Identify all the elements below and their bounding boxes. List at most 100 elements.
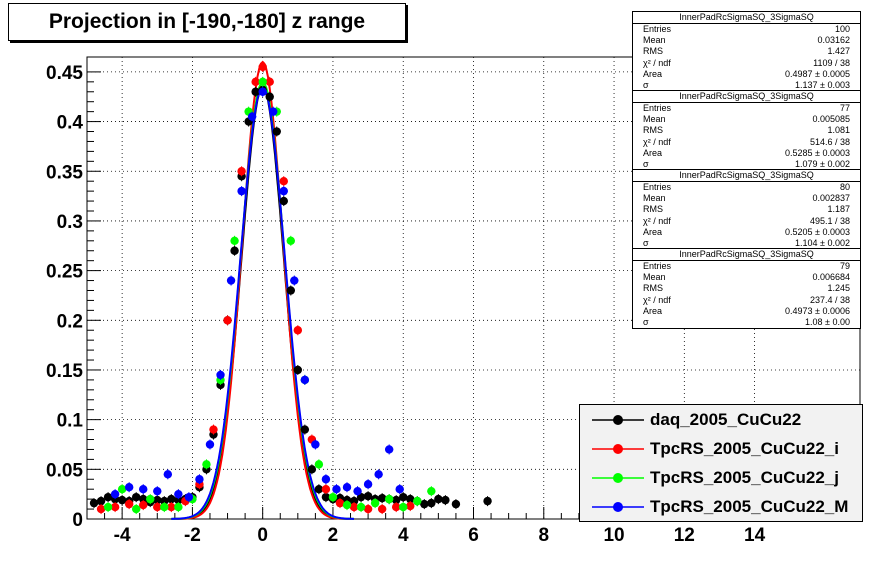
stat-row: RMS 1.245 bbox=[633, 283, 860, 294]
data-point bbox=[413, 496, 422, 506]
stat-value: 100 bbox=[834, 24, 850, 34]
stat-row: σ 1.079 ± 0.002 bbox=[633, 159, 860, 170]
stat-key: Entries bbox=[643, 261, 672, 271]
stat-key: RMS bbox=[643, 125, 663, 136]
legend-item-daq: daq_2005_CuCu22 bbox=[580, 405, 862, 434]
data-point bbox=[160, 496, 169, 506]
stat-key: σ bbox=[643, 316, 649, 327]
legend-marker-icon bbox=[592, 502, 644, 512]
legend-marker-icon bbox=[592, 415, 644, 425]
data-point bbox=[110, 502, 120, 512]
stat-value: 79 bbox=[839, 261, 850, 271]
data-point bbox=[427, 498, 436, 508]
data-point bbox=[209, 425, 218, 434]
data-point bbox=[216, 370, 225, 380]
stat-value: 1.08 ± 0.00 bbox=[805, 316, 850, 327]
data-point bbox=[363, 491, 373, 501]
legend-item-tpcrs-j: TpcRS_2005_CuCu22_j bbox=[580, 463, 862, 492]
data-point bbox=[290, 276, 299, 285]
data-point bbox=[230, 236, 239, 246]
stat-key: RMS bbox=[643, 46, 663, 57]
stat-key: σ bbox=[643, 158, 649, 169]
y-tick-label: 0.45 bbox=[46, 63, 83, 84]
data-point bbox=[399, 502, 408, 512]
stat-key: Mean bbox=[643, 35, 666, 46]
y-tick-label: 0.15 bbox=[46, 361, 83, 382]
data-point bbox=[342, 483, 352, 492]
stat-value: 77 bbox=[839, 103, 850, 113]
chart-title: Projection in [-190,-180] z range bbox=[48, 10, 366, 33]
stat-value: 0.5285 ± 0.0003 bbox=[785, 147, 850, 158]
data-point bbox=[356, 502, 366, 512]
data-point bbox=[293, 326, 303, 335]
stat-key: RMS bbox=[643, 204, 663, 215]
legend-marker-icon bbox=[592, 444, 644, 454]
stat-key: χ² / ndf bbox=[643, 57, 671, 68]
data-point bbox=[265, 92, 274, 101]
data-point bbox=[230, 246, 239, 255]
data-point bbox=[451, 499, 461, 509]
data-point bbox=[202, 460, 211, 469]
data-point bbox=[279, 196, 288, 206]
x-tick-label: 14 bbox=[744, 525, 766, 546]
stat-row: σ 1.137 ± 0.003 bbox=[633, 80, 860, 91]
stat-box-title: InnerPadRcSigmaSQ_3SigmaSQ bbox=[633, 249, 860, 261]
data-point bbox=[265, 77, 274, 87]
x-tick-label: 0 bbox=[257, 525, 268, 546]
stat-key: Entries bbox=[643, 103, 672, 113]
legend-item-tpcrs-m: TpcRS_2005_CuCu22_M bbox=[580, 492, 862, 521]
stat-box-title: InnerPadRcSigmaSQ_3SigmaSQ bbox=[633, 91, 860, 103]
y-tick-label: 0.35 bbox=[46, 162, 83, 183]
data-point bbox=[272, 127, 281, 136]
y-tick-label: 0 bbox=[72, 510, 83, 531]
stat-row: RMS 1.187 bbox=[633, 204, 860, 215]
data-point bbox=[328, 492, 338, 502]
stat-key: Entries bbox=[643, 182, 672, 192]
stat-row: Entries 80 bbox=[633, 182, 860, 193]
data-point bbox=[167, 494, 176, 504]
stat-key: Mean bbox=[643, 272, 666, 283]
data-point bbox=[117, 484, 127, 494]
data-point bbox=[184, 492, 194, 502]
data-point bbox=[89, 498, 99, 508]
data-point bbox=[349, 502, 359, 512]
legend-label: TpcRS_2005_CuCu22_M bbox=[650, 497, 849, 516]
y-tick-label: 0.05 bbox=[46, 460, 83, 481]
stat-value: 0.002837 bbox=[812, 193, 850, 204]
x-tick-label: 12 bbox=[674, 525, 695, 546]
data-point bbox=[226, 276, 236, 285]
data-point bbox=[103, 502, 113, 512]
data-point bbox=[349, 496, 359, 506]
legend-label: TpcRS_2005_CuCu22_i bbox=[650, 439, 839, 458]
data-point bbox=[110, 489, 120, 499]
data-point bbox=[96, 504, 106, 514]
data-point bbox=[223, 316, 232, 325]
data-point bbox=[174, 489, 183, 499]
data-point bbox=[279, 186, 288, 196]
stat-row: Entries 100 bbox=[633, 24, 860, 35]
data-point bbox=[269, 107, 278, 116]
data-point bbox=[251, 87, 260, 96]
stat-key: Mean bbox=[643, 114, 666, 125]
data-point bbox=[153, 486, 162, 496]
stat-value: 495.1 / 38 bbox=[809, 215, 850, 226]
stat-row: σ 1.08 ± 0.00 bbox=[633, 317, 860, 328]
stat-value: 0.005085 bbox=[812, 114, 850, 125]
stat-value: 0.5205 ± 0.0003 bbox=[785, 226, 850, 237]
stat-row: RMS 1.081 bbox=[633, 125, 860, 136]
stat-row: χ² / ndf 514.6 / 38 bbox=[633, 137, 860, 148]
data-point bbox=[195, 475, 204, 484]
data-point bbox=[314, 460, 324, 469]
data-point bbox=[237, 186, 246, 196]
data-point bbox=[251, 77, 260, 87]
data-point bbox=[131, 504, 141, 514]
stat-key: Area bbox=[643, 68, 663, 79]
stat-value: 1.187 bbox=[827, 204, 850, 215]
stat-row: RMS 1.427 bbox=[633, 46, 860, 57]
stat-key: σ bbox=[643, 237, 649, 248]
x-tick-label: 6 bbox=[468, 525, 479, 546]
stat-value: 1.427 bbox=[827, 46, 850, 57]
legend-marker-icon bbox=[592, 473, 644, 483]
data-point bbox=[321, 475, 331, 484]
